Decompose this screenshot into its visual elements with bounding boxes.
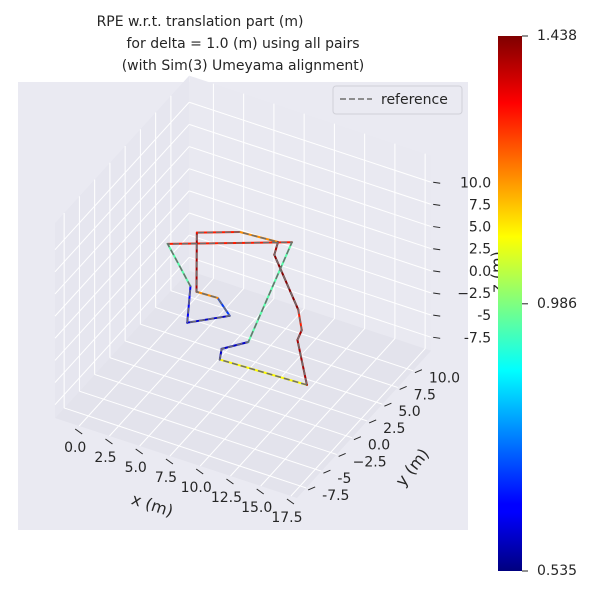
grid-line	[78, 278, 214, 427]
z-tick	[433, 314, 441, 317]
grid-line	[63, 407, 307, 489]
grid-line	[54, 101, 190, 250]
grid-line	[54, 168, 190, 317]
z-tick	[433, 248, 441, 251]
x-tick-label: 10.0	[181, 480, 212, 496]
chart-title: RPE w.r.t. translation part (m)	[97, 14, 304, 30]
y-tick	[323, 469, 331, 474]
x-tick	[286, 498, 295, 505]
y-tick	[384, 402, 392, 407]
x-tick-label: 12.5	[211, 490, 242, 506]
y-tick-label: -7.5	[322, 488, 349, 504]
z-tick	[433, 181, 441, 184]
chart-subtitle: (with Sim(3) Umeyama alignment)	[122, 58, 365, 74]
grid-line	[79, 390, 322, 472]
z-tick-label: 5.0	[469, 220, 491, 236]
grid-line	[170, 290, 414, 372]
grid-line	[94, 373, 337, 455]
x-tick-label: 7.5	[155, 470, 177, 486]
x-tick	[195, 468, 204, 475]
grid-line	[54, 212, 190, 361]
grid-line	[54, 124, 190, 273]
y-tick	[399, 385, 407, 390]
z-tick-label: −2.5	[457, 286, 491, 302]
y-tick-label: 2.5	[383, 421, 405, 437]
grid-line	[189, 212, 432, 294]
chart-subtitle: for delta = 1.0 (m) using all pairs	[127, 36, 360, 52]
x-tick-label: 5.0	[125, 460, 147, 476]
grid-line	[230, 328, 366, 477]
grid-line	[124, 340, 368, 422]
x-tick-label: 17.5	[271, 510, 302, 526]
x-tick	[74, 428, 83, 435]
grid-line	[54, 234, 190, 383]
z-tick	[433, 203, 441, 206]
grid-line	[139, 298, 275, 447]
y-tick-label: −2.5	[353, 454, 387, 470]
legend-box	[332, 85, 463, 115]
z-tick	[433, 270, 441, 273]
y-tick-label: 10.0	[429, 371, 460, 387]
grid-line	[189, 123, 432, 205]
y-tick	[368, 419, 377, 424]
grid-line	[140, 323, 383, 405]
grid-line	[109, 357, 353, 439]
grid-line	[199, 318, 335, 467]
grid-line	[169, 308, 305, 457]
z-tick-label: 0.0	[469, 264, 491, 280]
legend-label: reference	[381, 92, 448, 108]
colorbar-tick-label: 1.438	[537, 28, 577, 44]
z-tick-label: -5	[477, 308, 491, 324]
x-tick	[165, 458, 174, 465]
grid-line	[189, 190, 432, 272]
y-tick-label: 5.0	[398, 404, 420, 420]
grid-line	[189, 256, 432, 338]
z-tick-label: 7.5	[469, 197, 491, 213]
y-tick	[414, 369, 423, 374]
grid-line	[189, 101, 432, 183]
grid-line	[189, 234, 432, 316]
y-tick	[353, 436, 362, 441]
x-tick	[105, 438, 113, 445]
colorbar	[498, 36, 522, 571]
y-tick	[307, 486, 316, 491]
z-tick-label: 10.0	[460, 175, 491, 191]
x-tick-label: 0.0	[64, 440, 86, 456]
grid-line	[54, 190, 190, 339]
grid-line	[54, 146, 190, 295]
z-tick-label: -7.5	[464, 330, 491, 346]
colorbar-tick-label: 0.986	[537, 296, 577, 312]
y-tick-label: -5	[337, 471, 351, 487]
z-tick	[433, 336, 441, 339]
y-tick	[338, 452, 346, 457]
x-tick-label: 15.0	[241, 500, 272, 516]
grid-line	[189, 146, 432, 228]
grid-line	[109, 288, 245, 437]
y-tick-label: 0.0	[368, 438, 390, 454]
error-segment	[220, 341, 250, 350]
x-tick	[226, 478, 234, 485]
z-tick-label: 2.5	[469, 242, 491, 258]
grid-line	[54, 256, 190, 406]
reference-line	[166, 231, 308, 386]
legend: reference	[332, 85, 463, 115]
grid-line	[260, 338, 396, 487]
x-tick-label: 2.5	[94, 450, 116, 466]
y-tick-label: 7.5	[414, 387, 436, 403]
x-tick	[135, 448, 143, 455]
grid-line	[189, 168, 432, 250]
x-tick	[256, 488, 264, 495]
colorbar-tick-label: 0.535	[537, 563, 577, 579]
z-tick	[433, 226, 441, 229]
grid-line	[290, 348, 426, 497]
z-tick	[433, 292, 441, 295]
